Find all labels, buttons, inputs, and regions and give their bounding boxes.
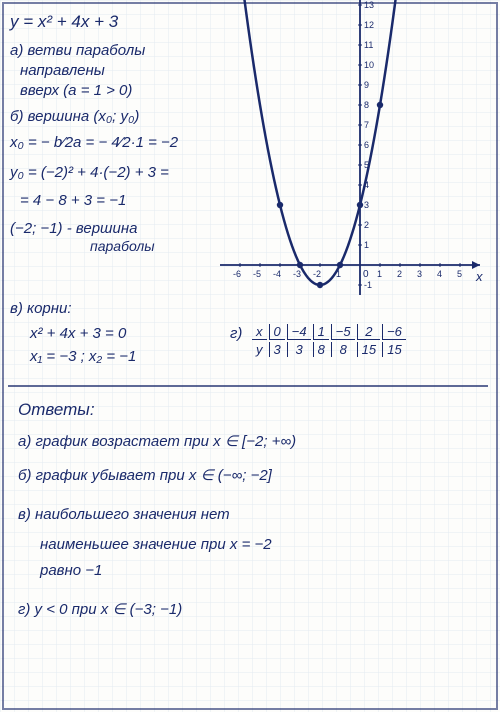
svg-text:11: 11: [364, 40, 373, 50]
answer-b: б) график убывает при x ∈ (−∞; −2]: [18, 466, 272, 484]
svg-text:0: 0: [363, 269, 369, 280]
d-label: г): [230, 325, 242, 342]
svg-text:1: 1: [364, 240, 369, 250]
c-eq: x² + 4x + 3 = 0: [30, 325, 126, 342]
svg-text:3: 3: [417, 269, 422, 279]
divider: [8, 385, 488, 387]
svg-text:x: x: [475, 269, 483, 284]
svg-text:-5: -5: [253, 269, 261, 279]
answer-c1: в) наибольшего значения нет: [18, 506, 230, 523]
svg-text:9: 9: [364, 80, 369, 90]
svg-text:-2: -2: [313, 269, 321, 279]
svg-text:12: 12: [364, 20, 374, 30]
svg-text:-4: -4: [273, 269, 281, 279]
svg-text:2: 2: [364, 220, 369, 230]
svg-text:10: 10: [364, 60, 374, 70]
svg-text:1: 1: [377, 269, 382, 279]
svg-text:-6: -6: [233, 269, 241, 279]
answer-d: г) y < 0 при x ∈ (−3; −1): [18, 600, 182, 618]
svg-text:4: 4: [437, 269, 442, 279]
c-roots: x₁ = −3 ; x₂ = −1: [30, 348, 136, 365]
svg-text:7: 7: [364, 120, 369, 130]
svg-text:-3: -3: [293, 269, 301, 279]
c-label: в) корни:: [10, 300, 72, 317]
answer-c3: равно −1: [40, 562, 102, 579]
svg-text:13: 13: [364, 0, 374, 10]
svg-text:2: 2: [397, 269, 402, 279]
svg-text:6: 6: [364, 140, 369, 150]
answer-c2: наименьшее значение при x = −2: [40, 536, 272, 553]
answers-title: Ответы:: [18, 400, 95, 420]
parabola-graph: yx-6-5-4-3-2-1012345-1123456789101112131…: [0, 0, 500, 300]
value-table: x0−41−52−6 y33881515: [250, 322, 408, 359]
svg-text:8: 8: [364, 100, 369, 110]
svg-text:-1: -1: [364, 280, 372, 290]
answer-a: а) график возрастает при x ∈ [−2; +∞): [18, 432, 296, 450]
svg-text:3: 3: [364, 200, 369, 210]
svg-text:5: 5: [457, 269, 462, 279]
